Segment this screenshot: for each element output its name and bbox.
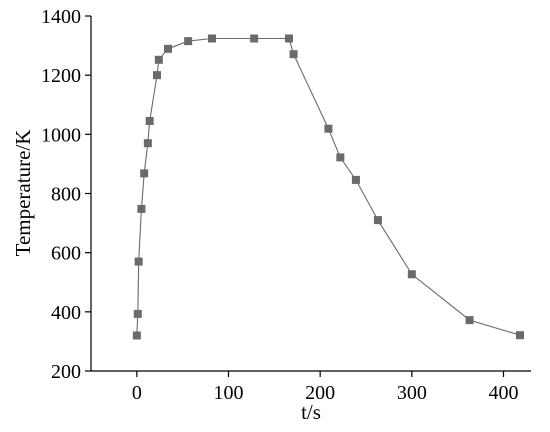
data-point [137,204,146,213]
data-point [153,71,161,80]
x-tick-label: 200 [305,382,335,404]
y-tick-label: 1200 [41,65,81,87]
data-point [324,124,333,133]
data-point [465,316,474,325]
axes [90,16,531,372]
data-point [134,257,143,266]
y-tick-label: 200 [51,361,81,383]
y-axis-title: Temperature/K [11,130,35,257]
y-tick-label: 800 [51,184,81,206]
data-point [164,44,172,53]
data-point [143,139,152,148]
data-point [145,117,154,126]
x-tick-label: 400 [489,382,519,404]
data-point [407,270,416,279]
series [132,34,524,340]
y-tick-label: 1400 [41,6,81,28]
x-tick-label: 100 [214,382,244,404]
x-axis-title: t/s [301,400,321,424]
y-tick-label: 1000 [41,124,81,146]
data-point [285,34,293,43]
data-point [133,309,142,318]
series-line [136,37,521,336]
data-point [184,37,193,46]
data-point [140,169,149,178]
x-tick-label: 0 [132,382,142,404]
y-tick-label: 400 [51,302,81,324]
data-point [336,153,345,162]
data-point [154,55,163,64]
ticks: 0 100 200 300 400 200 400 600 800 1000 1200 1400 [41,6,519,404]
data-point [516,331,524,340]
data-point [373,216,382,225]
data-point [351,175,360,184]
data-point [132,331,141,340]
x-tick-label: 300 [397,382,427,404]
data-point [208,34,216,43]
data-point [289,50,298,59]
y-tick-label: 600 [51,243,81,265]
data-point [250,34,259,43]
